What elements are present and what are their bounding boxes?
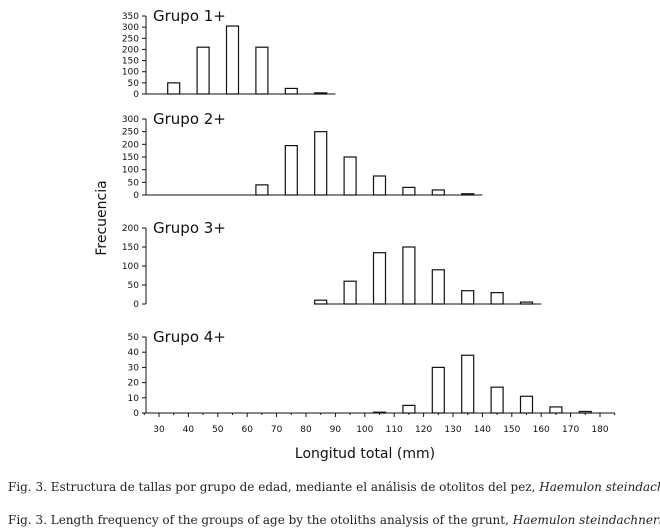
y-tick-label: 150	[122, 243, 139, 253]
y-tick-label: 50	[128, 333, 140, 343]
y-tick-label: 10	[128, 394, 140, 404]
histogram-bar	[284, 145, 298, 196]
y-tick-label: 20	[128, 379, 140, 389]
x-tick-label: 120	[415, 425, 432, 435]
histogram-bar	[431, 269, 445, 305]
histogram-bar	[431, 189, 445, 196]
x-axis-title: Longitud total (mm)	[295, 446, 435, 462]
x-tick-label: 40	[183, 425, 195, 435]
histogram-bar	[372, 411, 387, 414]
histogram-bar	[431, 366, 445, 414]
histogram-bar	[372, 175, 387, 196]
histogram-bar	[578, 410, 592, 414]
histogram-bar	[196, 46, 210, 95]
histogram-bar	[402, 186, 416, 196]
panel-title: Grupo 2+	[153, 110, 226, 128]
shared-x-axis: 30 40 50 60 70 80 90 100 110 120 130 140 150 160 170 18…	[143, 413, 616, 435]
x-tick-label: 100	[356, 425, 373, 435]
y-tick-label: 250	[122, 34, 139, 44]
x-tick-label: 140	[474, 425, 491, 435]
y-tick-label: 100	[122, 166, 139, 176]
y-tick-label: 0	[133, 300, 139, 310]
y-tick-label: 0	[133, 191, 139, 201]
histogram-bar	[255, 184, 269, 196]
y-tick-label: 300	[122, 115, 139, 125]
y-tick-label: 0	[133, 90, 139, 100]
x-tick-label: 110	[386, 425, 403, 435]
x-tick-label: 180	[591, 425, 608, 435]
y-tick-label: 0	[133, 409, 139, 419]
caption-spanish-text: Fig. 3. Estructura de tallas por grupo d…	[8, 480, 540, 494]
histogram-bar	[343, 156, 357, 196]
histogram-bar	[519, 395, 534, 414]
y-tick-label: 300	[122, 23, 139, 33]
y-tick-label: 100	[122, 262, 139, 272]
y-axis-title: Frecuencia	[94, 180, 110, 255]
histogram-bar	[402, 404, 416, 414]
panel-title: Grupo 3+	[153, 219, 226, 237]
x-tick-label: 170	[562, 425, 579, 435]
x-tick-label: 50	[212, 425, 224, 435]
y-tick-label: 100	[122, 68, 139, 78]
x-tick-label: 130	[444, 425, 461, 435]
x-tick-label: 60	[241, 425, 253, 435]
x-tick-label: 70	[271, 425, 283, 435]
caption-spanish: Fig. 3. Estructura de tallas por grupo d…	[8, 480, 660, 494]
y-tick-label: 200	[122, 224, 139, 234]
caption-english: Fig. 3. Length frequency of the groups o…	[8, 513, 660, 527]
histogram-panel-2: 0 50 100 150 200 250 300 Grupo 2+	[122, 110, 483, 201]
y-tick-label: 200	[122, 45, 139, 55]
x-tick-label: 90	[330, 425, 342, 435]
y-tick-label: 50	[128, 281, 140, 291]
histogram-panel-4: 0 10 20 30 40 50 Grupo 4+	[128, 328, 615, 419]
y-tick-label: 50	[128, 79, 140, 89]
histogram-bar	[225, 25, 240, 95]
histogram-bar	[490, 386, 504, 414]
x-tick-label: 30	[153, 425, 165, 435]
histogram-bar	[314, 299, 328, 305]
panel-title: Grupo 4+	[153, 328, 226, 346]
histogram-bar	[461, 290, 475, 305]
x-tick-label: 80	[300, 425, 312, 435]
histogram-panel-3: 0 50 100 150 200 Grupo 3+	[122, 219, 542, 310]
histogram-bar	[314, 131, 328, 196]
histogram-bar	[255, 46, 269, 95]
panel-title: Grupo 1+	[153, 7, 226, 25]
histogram-bar	[490, 292, 504, 305]
y-tick-label: 50	[128, 178, 140, 188]
histogram-bar	[402, 246, 416, 305]
histogram-bar	[343, 280, 357, 305]
y-tick-label: 150	[122, 57, 139, 67]
x-tick-label: 150	[503, 425, 520, 435]
histogram-bar	[461, 354, 475, 414]
histogram-bar	[167, 82, 181, 95]
histogram-bar	[519, 301, 534, 305]
histogram-bar	[549, 406, 563, 414]
y-tick-label: 200	[122, 140, 139, 150]
histogram-bar	[314, 92, 328, 95]
caption-english-species: Haemulon steindachneri	[512, 513, 660, 527]
y-tick-label: 40	[128, 348, 140, 358]
y-tick-label: 150	[122, 153, 139, 163]
y-tick-label: 250	[122, 128, 139, 138]
y-tick-label: 350	[122, 12, 139, 22]
caption-english-text: Fig. 3. Length frequency of the groups o…	[8, 513, 513, 527]
histogram-bar	[284, 87, 298, 95]
histogram-bar	[461, 193, 475, 196]
caption-spanish-species: Haemulon steindachneri	[539, 480, 660, 494]
y-tick-label: 30	[128, 363, 140, 373]
x-tick-label: 160	[533, 425, 550, 435]
histogram-bar	[372, 252, 387, 305]
